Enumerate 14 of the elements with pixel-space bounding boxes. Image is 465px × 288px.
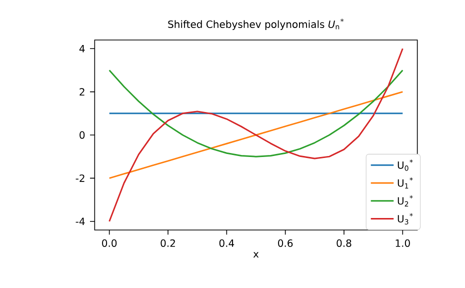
line-series [108, 48, 404, 222]
x-tick-label: 0.2 [160, 239, 175, 247]
y-tick-label: -4 [76, 218, 85, 225]
x-tick-label: 1.0 [396, 239, 410, 247]
y-tick-label: 2 [80, 88, 84, 96]
x-tick-label: 0.6 [278, 239, 293, 247]
x-tick-label: 0.8 [336, 239, 352, 247]
x-tick-label: 0.4 [219, 239, 234, 247]
x-tick-label: 0.0 [102, 239, 117, 247]
y-tick-label: 4 [79, 45, 85, 52]
y-tick-label: 0 [80, 131, 85, 139]
y-tick-label: -2 [76, 174, 84, 182]
x-axis-title: x [253, 252, 259, 258]
line-series [108, 69, 404, 158]
